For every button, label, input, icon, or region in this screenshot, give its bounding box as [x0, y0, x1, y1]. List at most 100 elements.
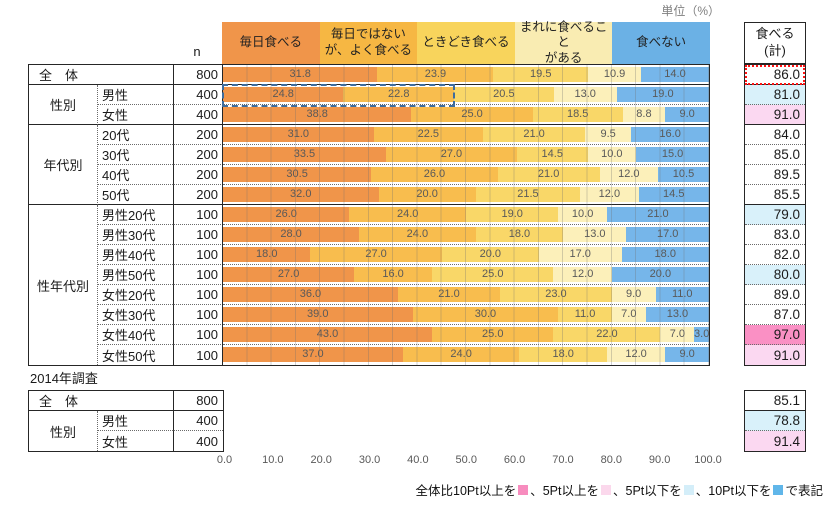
- totals-header: 食べる (計): [744, 22, 806, 64]
- bar-segment: 7.0: [611, 307, 646, 322]
- bar-segment: 14.5: [638, 187, 709, 202]
- bar-segment: 20.5: [454, 87, 554, 102]
- row-label: 女性20代: [98, 285, 173, 305]
- bar-segment: 25.0: [431, 267, 554, 282]
- legend-header: 毎日食べる 毎日ではない が、よく食べる ときどき食べる まれに食べること がある 食べない: [222, 19, 710, 65]
- bar-value-label: 11.0: [574, 308, 596, 320]
- total-value: 91.0: [745, 345, 805, 365]
- bar-value-label: 26.0: [423, 168, 446, 180]
- bar-value-label: 25.0: [461, 108, 483, 120]
- stacked-bar: 31.0 22.5 21.0 9.5 16.0: [223, 127, 709, 142]
- bar-value-label: 23.0: [545, 288, 567, 300]
- bar-segment: 17.0: [538, 247, 622, 262]
- bar-value-label: 18.0: [256, 248, 278, 260]
- bar-value-label: 9.5: [600, 128, 616, 140]
- stacked-bar: 31.8 23.9 19.5 10.9 14.0: [223, 67, 709, 82]
- n-value: 400: [173, 105, 223, 125]
- bar-value-label: 21.5: [517, 188, 539, 200]
- bar-value-label: 24.8: [272, 88, 294, 100]
- stacked-bar: 28.0 24.0 18.0 13.0 17.0: [223, 227, 710, 242]
- bar-value-label: 20.0: [649, 268, 672, 280]
- row-label-table: 全 体 800 性別 男性 400 女性 400: [28, 390, 224, 452]
- axis-tick-label: 10.0: [262, 454, 284, 466]
- n-value: 100: [173, 305, 223, 325]
- bar-value-label: 8.8: [636, 108, 652, 120]
- n-value: 400: [173, 85, 223, 105]
- bar-segment: 15.0: [636, 147, 709, 162]
- bar-row: 39.0 30.0 11.0 7.0 13.0: [223, 305, 709, 325]
- n-value: 100: [173, 345, 223, 365]
- bar-segment: 26.0: [223, 207, 350, 222]
- bar-segment: 13.0: [553, 87, 617, 102]
- bar-segment: 7.0: [660, 327, 695, 342]
- row-label-table: 全 体 800 性別 男性 400 女性 400 年代別 20代 200 30代 200 40代 200 5…: [28, 64, 224, 366]
- group-label: 性別: [29, 411, 98, 451]
- stacked-bar: 27.0 16.0 25.0 12.0 20.0: [223, 267, 709, 282]
- bar-value-label: 16.0: [382, 268, 404, 280]
- bar-value-label: 24.0: [450, 348, 472, 360]
- bar-value-label: 9.0: [679, 348, 695, 360]
- row-label: 男性: [98, 411, 173, 431]
- totals-header-line1: 食べる: [755, 26, 795, 42]
- stacked-bar: 26.0 24.0 19.0 10.0 21.0: [223, 207, 709, 222]
- n-value: 100: [173, 205, 223, 225]
- bar-value-label: 24.0: [396, 208, 419, 220]
- bar-segment: 12.0: [606, 347, 666, 362]
- bar-value-label: 26.0: [275, 208, 297, 220]
- footer-text: 、10Pt以下を: [695, 484, 772, 498]
- bar-value-label: 31.8: [289, 68, 311, 80]
- bar-segment: 24.0: [349, 207, 466, 222]
- bar-segment: 27.0: [385, 147, 518, 162]
- total-value: 85.1: [745, 391, 805, 411]
- legend-cell-line: 毎日ではない: [330, 27, 406, 42]
- stacked-bar: 24.8 22.8 20.5 13.0 19.0: [223, 87, 709, 102]
- bar-value-label: 14.0: [664, 68, 686, 80]
- bar-value-label: 10.5: [672, 168, 695, 180]
- bar-value-label: 32.0: [290, 188, 312, 200]
- n-value: 200: [173, 125, 223, 145]
- legend-cell-line: まれに食べること: [519, 19, 608, 50]
- row-label: 20代: [98, 125, 173, 145]
- n-value: 100: [173, 245, 223, 265]
- bar-value-label: 13.0: [584, 228, 606, 240]
- bar-segment: 10.5: [657, 167, 709, 182]
- bar-segment: 21.0: [497, 167, 600, 182]
- bar-segment: 11.0: [655, 287, 709, 302]
- bar-segment: 32.0: [223, 187, 379, 202]
- total-value: 80.0: [745, 265, 805, 285]
- bar-segment: 13.0: [563, 227, 627, 242]
- n-value: 200: [173, 185, 223, 205]
- bar-value-label: 20.0: [416, 188, 438, 200]
- bar-segment: 20.0: [441, 247, 539, 262]
- n-value: 800: [173, 65, 223, 85]
- bar-value-label: 9.0: [679, 108, 695, 120]
- bar-value-label: 22.5: [417, 128, 440, 140]
- bar-segment: 9.0: [611, 287, 656, 302]
- bar-value-label: 28.0: [280, 228, 302, 240]
- total-value: 84.0: [745, 125, 805, 145]
- bar-value-label: 13.0: [666, 308, 689, 320]
- total-value: 85.5: [745, 185, 805, 205]
- stacked-bar: 36.0 21.0 23.0 9.0 11.0: [223, 287, 709, 302]
- axis-tick-label: 60.0: [503, 454, 526, 466]
- bar-value-label: 16.0: [659, 128, 681, 140]
- total-value: 85.0: [745, 145, 805, 165]
- total-value: 97.0: [745, 325, 805, 345]
- bar-segment: 37.0: [223, 347, 403, 362]
- bar-value-label: 37.0: [302, 348, 324, 360]
- group-label: 年代別: [29, 125, 98, 205]
- group-label: 全 体: [29, 65, 173, 85]
- bar-row: 30.5 26.0 21.0 12.0 10.5: [223, 165, 709, 185]
- stacked-bar: 38.8 25.0 18.5 8.8 9.0: [223, 107, 709, 122]
- totals-column: 85.1 78.8 91.4: [744, 390, 806, 452]
- bar-segment: 13.0: [645, 307, 709, 322]
- bar-segment: 22.5: [373, 127, 483, 142]
- bar-segment: 28.0: [223, 227, 360, 242]
- total-value: 89.5: [745, 165, 805, 185]
- bar-row: 37.0 24.0 18.0 12.0 9.0: [223, 345, 709, 365]
- bar-segment: 23.9: [377, 67, 494, 82]
- stacked-bar: 30.5 26.0 21.0 12.0 10.5: [223, 167, 709, 182]
- bar-segment: 3.0: [694, 327, 709, 342]
- legend-cell-line: が、よく食べる: [324, 43, 413, 57]
- bar-value-label: 12.0: [618, 168, 640, 180]
